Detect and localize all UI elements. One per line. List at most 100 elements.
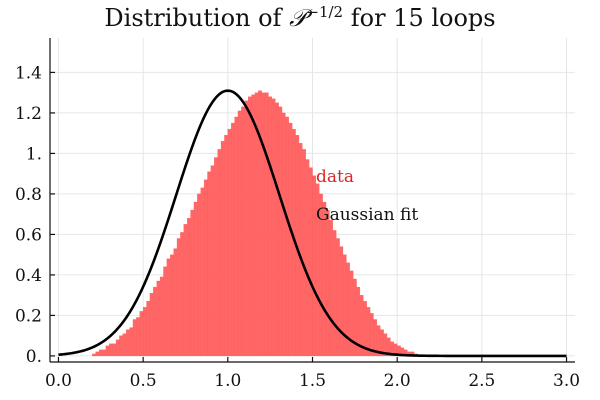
histogram-bar <box>308 167 313 357</box>
histogram-bar <box>244 100 249 357</box>
histogram-bar <box>278 106 283 357</box>
histogram-bar <box>173 248 178 357</box>
histogram-bar <box>332 230 337 357</box>
y-tick-label: 0.4 <box>15 266 42 286</box>
histogram-bar <box>312 175 317 357</box>
histogram-bar <box>132 319 137 357</box>
histogram-bar <box>346 262 350 357</box>
histogram-bar <box>102 349 107 357</box>
histogram-bar <box>349 270 354 357</box>
histogram-bar <box>146 301 151 357</box>
histogram-bar <box>336 238 340 357</box>
histogram-bar <box>285 116 289 357</box>
gaussian-fit-line <box>58 89 567 358</box>
histogram-bar <box>119 335 123 357</box>
histogram-bar <box>302 149 306 357</box>
x-tick-label: 0.0 <box>45 371 72 391</box>
histogram-bar <box>197 193 201 357</box>
histogram-bar <box>142 307 147 357</box>
histogram-bar <box>231 122 235 357</box>
histogram-bar <box>220 141 225 357</box>
chart-title-exponent: −1/2 <box>306 3 343 21</box>
y-tick-label: 0.8 <box>15 185 42 205</box>
gaussian-fit-curve <box>58 89 567 358</box>
histogram-bar <box>298 143 303 357</box>
histogram-bar <box>305 159 310 357</box>
histogram-bar <box>166 258 171 357</box>
y-tick-labels: 0. 0.2 0.4 0.6 0.8 1. 1.2 1.4 <box>15 63 42 367</box>
y-tick-label: 1.4 <box>15 63 42 83</box>
histogram-bar <box>98 349 103 357</box>
histogram-bar <box>163 266 168 357</box>
histogram-bar <box>217 149 222 357</box>
histogram-bar <box>339 246 344 357</box>
histogram-bar <box>288 122 293 357</box>
histogram-bar <box>258 90 262 357</box>
histogram-bar <box>129 327 134 357</box>
histogram-bars <box>92 90 418 357</box>
histogram-bar <box>234 116 239 357</box>
histogram-bar <box>200 187 205 357</box>
histogram-bar <box>95 351 100 357</box>
y-tick-label: 0.2 <box>15 306 42 326</box>
histogram-bar <box>247 96 252 357</box>
legend-fit-label: Gaussian fit <box>316 205 418 225</box>
chart-title-suffix: for 15 loops <box>343 4 495 32</box>
histogram-bar <box>193 201 198 357</box>
histogram-bar <box>329 220 333 357</box>
histogram-bar <box>180 232 184 357</box>
histogram-bar <box>170 254 174 357</box>
histogram-bar <box>203 179 208 357</box>
histogram-bar <box>268 96 273 357</box>
histogram-bar <box>159 276 164 357</box>
chart-title-prefix: Distribution of <box>104 4 289 32</box>
x-tick-label: 1.0 <box>214 371 241 391</box>
histogram-bar <box>322 201 327 357</box>
histogram-bar <box>264 92 269 357</box>
x-tick-label: 2.0 <box>384 371 411 391</box>
histogram-bar <box>261 92 266 357</box>
legend-data-label: data <box>316 167 354 187</box>
x-tick-label: 1.5 <box>299 371 326 391</box>
histogram-bar <box>139 311 144 357</box>
y-tick-label: 0.6 <box>15 225 42 245</box>
y-tick-label: 1.2 <box>15 104 42 124</box>
axes <box>49 38 575 363</box>
histogram-bar <box>237 110 242 357</box>
x-tick-label: 3.0 <box>553 371 580 391</box>
histogram-bar <box>190 209 195 357</box>
histogram-bar <box>92 353 96 357</box>
histogram-bar <box>325 209 330 357</box>
histogram-bar <box>126 329 130 357</box>
x-tick-label: 2.5 <box>468 371 495 391</box>
histogram-bar <box>224 135 228 357</box>
y-tick-label: 1. <box>26 144 42 164</box>
histogram-bar <box>241 106 245 357</box>
histogram-bar <box>251 94 256 357</box>
histogram-bar <box>136 317 140 357</box>
chart-title: Distribution of 𝒫−1/2 for 15 loops <box>104 3 495 32</box>
y-tick-label: 0. <box>26 347 42 367</box>
histogram-bar <box>214 157 218 357</box>
x-tick-label: 0.5 <box>130 371 157 391</box>
histogram-bar <box>187 218 191 357</box>
histogram-bar <box>156 280 161 357</box>
histogram-bar <box>183 224 188 357</box>
histogram-bar <box>122 333 127 357</box>
histogram-bar <box>210 165 215 357</box>
histogram-bar <box>271 98 276 357</box>
histogram-bar <box>149 292 154 357</box>
x-tick-labels: 0.0 0.5 1.0 1.5 2.0 2.5 3.0 <box>45 371 580 391</box>
histogram-bar <box>105 345 110 357</box>
histogram-bar <box>207 171 212 357</box>
histogram-bar <box>153 286 157 357</box>
histogram-bar <box>109 343 113 357</box>
histogram-bar <box>275 102 279 357</box>
histogram-bar <box>227 128 232 357</box>
histogram-bar <box>112 343 117 357</box>
histogram-bar <box>281 112 286 357</box>
histogram-bar <box>115 339 120 357</box>
histogram-bar <box>342 254 347 357</box>
histogram-bar <box>176 238 181 357</box>
